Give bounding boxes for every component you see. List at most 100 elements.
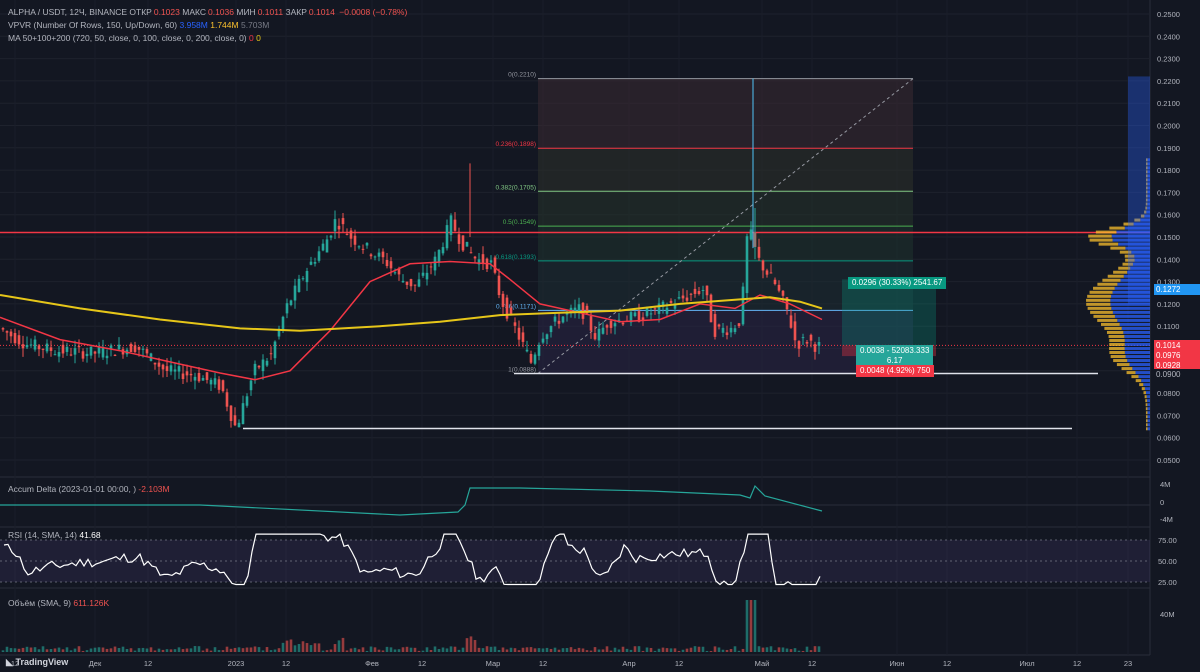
- candle-body: [509, 307, 513, 314]
- candle-body: [545, 334, 549, 340]
- price-axis-label: 0.0800: [1157, 389, 1180, 398]
- volume-bar: [453, 646, 457, 652]
- volume-bar: [141, 647, 145, 652]
- vpvr-bar-up: [1130, 266, 1150, 270]
- candle-body: [357, 246, 361, 248]
- vpvr-bar-down: [1145, 423, 1148, 427]
- vpvr-bar-down: [1109, 342, 1125, 346]
- volume-bar: [537, 648, 541, 652]
- candle-body: [225, 392, 229, 407]
- candle-body: [593, 333, 597, 340]
- candle-body: [669, 300, 673, 303]
- volume-bar: [665, 648, 669, 652]
- vpvr-bar-up: [1138, 375, 1150, 379]
- vpvr-bar-up: [1146, 395, 1150, 399]
- candle-body: [301, 278, 305, 280]
- candle-body: [681, 295, 685, 299]
- volume-bar: [681, 649, 685, 652]
- candle-body: [481, 254, 485, 265]
- rsi-legend[interactable]: RSI (14, SMA, 14) 41.68: [8, 530, 101, 540]
- price-axis-label: 0.1200: [1157, 300, 1180, 309]
- symbol-title[interactable]: ALPHA / USDT, 12Ч, BINANCE: [8, 7, 128, 17]
- vpvr-bar-up: [1131, 250, 1150, 254]
- candle-body: [769, 272, 773, 274]
- volume-bar: [381, 650, 385, 652]
- vpvr-bar-down: [1145, 170, 1148, 174]
- candle-body: [361, 248, 365, 250]
- vpvr-bar-down: [1145, 403, 1148, 407]
- volume-bar: [205, 648, 209, 652]
- volume-bar: [545, 647, 549, 652]
- vpvr-legend[interactable]: VPVR (Number Of Rows, 150, Up/Down, 60) …: [8, 19, 407, 32]
- candle-body: [165, 366, 169, 371]
- vpvr-bar-up: [1111, 294, 1150, 298]
- candle-body: [397, 268, 401, 275]
- candle-body: [109, 345, 113, 349]
- volume-bar: [177, 647, 181, 652]
- volume-bar: [225, 646, 229, 652]
- volume-legend[interactable]: Объём (SMA, 9) 611.126K: [8, 598, 109, 608]
- vpvr-bar-up: [1124, 351, 1150, 355]
- volume-bar: [293, 645, 297, 652]
- vpvr-bar-down: [1086, 298, 1111, 302]
- volume-bar: [325, 650, 329, 652]
- tradingview-icon: ◣: [6, 657, 13, 667]
- volume-bar: [317, 643, 321, 652]
- vpvr-bar-down: [1118, 266, 1131, 270]
- time-axis-label: 2023: [228, 659, 245, 668]
- volume-bar: [161, 649, 165, 652]
- candle-body: [309, 261, 313, 265]
- candle-body: [241, 403, 245, 425]
- vpvr-bar-up: [1147, 158, 1150, 162]
- candle-body: [405, 281, 409, 285]
- ma-legend[interactable]: MA 50+100+200 (720, 50, close, 0, 100, c…: [8, 32, 407, 45]
- volume-bar: [637, 646, 641, 652]
- candle-body: [377, 252, 381, 257]
- candle-body: [561, 316, 565, 323]
- vpvr-bar-up: [1121, 326, 1150, 330]
- vpvr-bar-down: [1088, 234, 1112, 238]
- vpvr-bar-up: [1147, 427, 1150, 431]
- accum-delta-legend[interactable]: Accum Delta (2023-01-01 00:00, ) -2.103M: [8, 484, 170, 494]
- candle-body: [45, 343, 49, 352]
- time-axis-label: Май: [755, 659, 770, 668]
- vpvr-bar-up: [1124, 226, 1150, 230]
- volume-bar: [749, 600, 753, 652]
- candle-body: [653, 308, 657, 310]
- vpvr-bar-up: [1147, 403, 1150, 407]
- volume-bar: [589, 650, 593, 652]
- position-target-label[interactable]: 0.0296 (30.33%) 2541.67: [848, 277, 947, 289]
- volume-bar: [717, 647, 721, 652]
- position-entry-label[interactable]: 0.0038 - 52083.333 6.17: [856, 345, 934, 367]
- candle-body: [13, 333, 17, 344]
- volume-bar: [105, 648, 109, 652]
- vpvr-bar-down: [1145, 399, 1148, 403]
- position-stop-label[interactable]: 0.0048 (4.92%) 750: [856, 365, 935, 377]
- volume-bar: [425, 647, 429, 652]
- volume-bar: [309, 645, 313, 652]
- volume-bar: [237, 647, 241, 652]
- vpvr-bar-down: [1141, 387, 1145, 391]
- volume-bar: [445, 648, 449, 652]
- candle-body: [693, 288, 697, 294]
- volume-bar: [525, 647, 529, 652]
- candle-body: [245, 396, 249, 406]
- volume-bar: [393, 649, 397, 652]
- price-axis-label: 0.1800: [1157, 166, 1180, 175]
- candle-body: [817, 341, 821, 346]
- price-axis-label: 0.1900: [1157, 144, 1180, 153]
- volume-bar: [157, 648, 161, 652]
- vpvr-bar-down: [1145, 202, 1148, 206]
- candle-body: [685, 297, 689, 301]
- ma-value-1: 0: [249, 33, 254, 43]
- low-label: МИН: [236, 7, 256, 17]
- tradingview-logo[interactable]: ◣ TradingView: [6, 657, 68, 668]
- price-axis-label: 0.0600: [1157, 434, 1180, 443]
- candle-body: [673, 304, 677, 309]
- change-value: −0.0008 (−0.78%): [339, 7, 408, 17]
- volume-bar: [489, 646, 493, 652]
- vpvr-bar-down: [1098, 242, 1119, 246]
- candle-body: [729, 327, 733, 333]
- vpvr-bar-down: [1145, 411, 1148, 415]
